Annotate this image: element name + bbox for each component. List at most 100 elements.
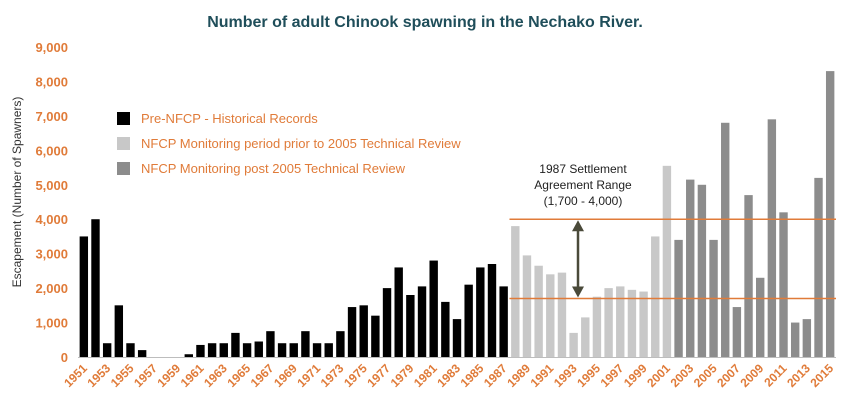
bar-1982: [441, 301, 450, 357]
bar-1973: [336, 331, 345, 357]
bar-2010: [767, 119, 777, 357]
legend: Pre-NFCP - Historical Records NFCP Monito…: [117, 111, 461, 176]
legend-label-prior_2005: NFCP Monitoring period prior to 2005 Tec…: [141, 136, 461, 151]
bar-2006: [721, 122, 730, 357]
bar-1953: [102, 343, 112, 357]
y-axis-ticks: 0 1,000 2,000 3,000 4,000 5,000 6,000 7,000 8,00…: [35, 40, 68, 365]
bar-1976: [371, 315, 380, 357]
bar-1966: [254, 341, 263, 357]
legend-swatch-post_2005: [117, 162, 130, 175]
x-tick-label: 1985: [458, 361, 487, 390]
bar-1990: [534, 265, 543, 357]
bar-2011: [779, 212, 788, 357]
bar-1985: [476, 267, 485, 357]
bar-1967: [266, 331, 275, 357]
bar-2014: [814, 177, 823, 357]
bar-1983: [452, 319, 462, 357]
bar-1952: [91, 219, 100, 357]
bar-1995: [592, 296, 602, 357]
bar-1975: [359, 305, 368, 357]
bar-1962: [207, 343, 217, 357]
chart-title: Number of adult Chinook spawning in the …: [207, 14, 643, 31]
bar-1964: [231, 332, 240, 357]
bar-1988: [511, 226, 520, 357]
x-tick-label: 1961: [178, 361, 207, 390]
bar-2001: [662, 165, 672, 357]
x-tick-label: 2011: [761, 361, 790, 390]
legend-label-historical: Pre-NFCP - Historical Records: [141, 111, 318, 126]
reference-range: [509, 218, 836, 300]
bar-1999: [639, 291, 648, 357]
bar-1997: [616, 286, 625, 357]
bar-1963: [219, 343, 228, 357]
x-tick-label: 1963: [201, 361, 230, 390]
x-tick-label: 1991: [528, 361, 557, 390]
annotation-line: 1987 Settlement: [539, 162, 627, 176]
bar-1989: [522, 255, 532, 357]
x-tick-label: 1993: [551, 361, 580, 390]
bar-1996: [604, 288, 613, 357]
x-tick-label: 1967: [248, 361, 277, 390]
y-tick-label: 6,000: [35, 143, 68, 158]
bar-1977: [382, 288, 392, 357]
bar-1980: [417, 286, 427, 357]
y-axis-label: Escapement (Number of Spawners): [10, 97, 24, 288]
bar-1974: [347, 307, 357, 357]
bar-1960: [184, 354, 193, 357]
legend-swatch-prior_2005: [117, 137, 130, 150]
x-tick-label: 2005: [691, 361, 720, 390]
x-tick-label: 1989: [504, 361, 533, 390]
x-tick-label: 1971: [294, 361, 323, 390]
annotation-line: Agreement Range: [534, 178, 632, 192]
bar-2012: [790, 322, 800, 357]
y-tick-label: 0: [61, 350, 68, 365]
bar-1981: [429, 260, 438, 357]
x-tick-label: 1975: [341, 361, 370, 390]
bar-1992: [557, 272, 567, 357]
bar-1965: [242, 343, 252, 357]
x-tick-label: 1999: [621, 361, 650, 390]
bar-1961: [196, 344, 205, 357]
annotation-line: (1,700 - 4,000): [544, 194, 623, 208]
x-tick-label: 1979: [388, 361, 417, 390]
bar-1991: [546, 274, 555, 357]
y-tick-label: 3,000: [35, 247, 68, 262]
range-arrow-head-up: [572, 220, 584, 232]
y-tick-label: 7,000: [35, 109, 68, 124]
x-tick-label: 2003: [668, 361, 697, 390]
bar-1956: [137, 350, 147, 357]
x-tick-label: 1983: [434, 361, 463, 390]
y-tick-label: 9,000: [35, 40, 68, 55]
x-tick-label: 1955: [108, 361, 137, 390]
range-arrow-head-down: [572, 286, 584, 298]
y-tick-label: 1,000: [35, 316, 68, 331]
y-tick-label: 5,000: [35, 178, 68, 193]
x-tick-label: 1951: [61, 361, 90, 390]
x-tick-label: 2013: [784, 361, 813, 390]
x-tick-label: 1965: [224, 361, 253, 390]
bar-1993: [569, 332, 578, 357]
x-tick-label: 1953: [84, 361, 113, 390]
bar-1968: [277, 343, 287, 357]
x-tick-label: 2009: [738, 361, 767, 390]
x-tick-label: 1981: [411, 361, 440, 390]
x-tick-label: 1957: [131, 361, 160, 390]
y-axis-label-group: Escapement (Number of Spawners): [10, 97, 24, 288]
bar-2013: [802, 319, 812, 357]
bar-1954: [114, 305, 124, 357]
bar-2015: [825, 71, 835, 358]
bar-1970: [301, 331, 310, 357]
x-tick-label: 1969: [271, 361, 300, 390]
x-tick-label: 1973: [318, 361, 347, 390]
legend-swatch-historical: [117, 112, 130, 125]
legend-label-post_2005: NFCP Monitoring post 2005 Technical Revi…: [141, 161, 406, 176]
bar-2004: [697, 184, 707, 357]
x-tick-label: 1977: [364, 361, 393, 390]
bar-1986: [487, 264, 497, 357]
x-tick-label: 1959: [154, 361, 183, 390]
x-axis-ticks: 1951195319551957195919611963196519671969…: [61, 361, 836, 390]
bar-2009: [756, 277, 765, 357]
bar-1998: [627, 289, 637, 357]
